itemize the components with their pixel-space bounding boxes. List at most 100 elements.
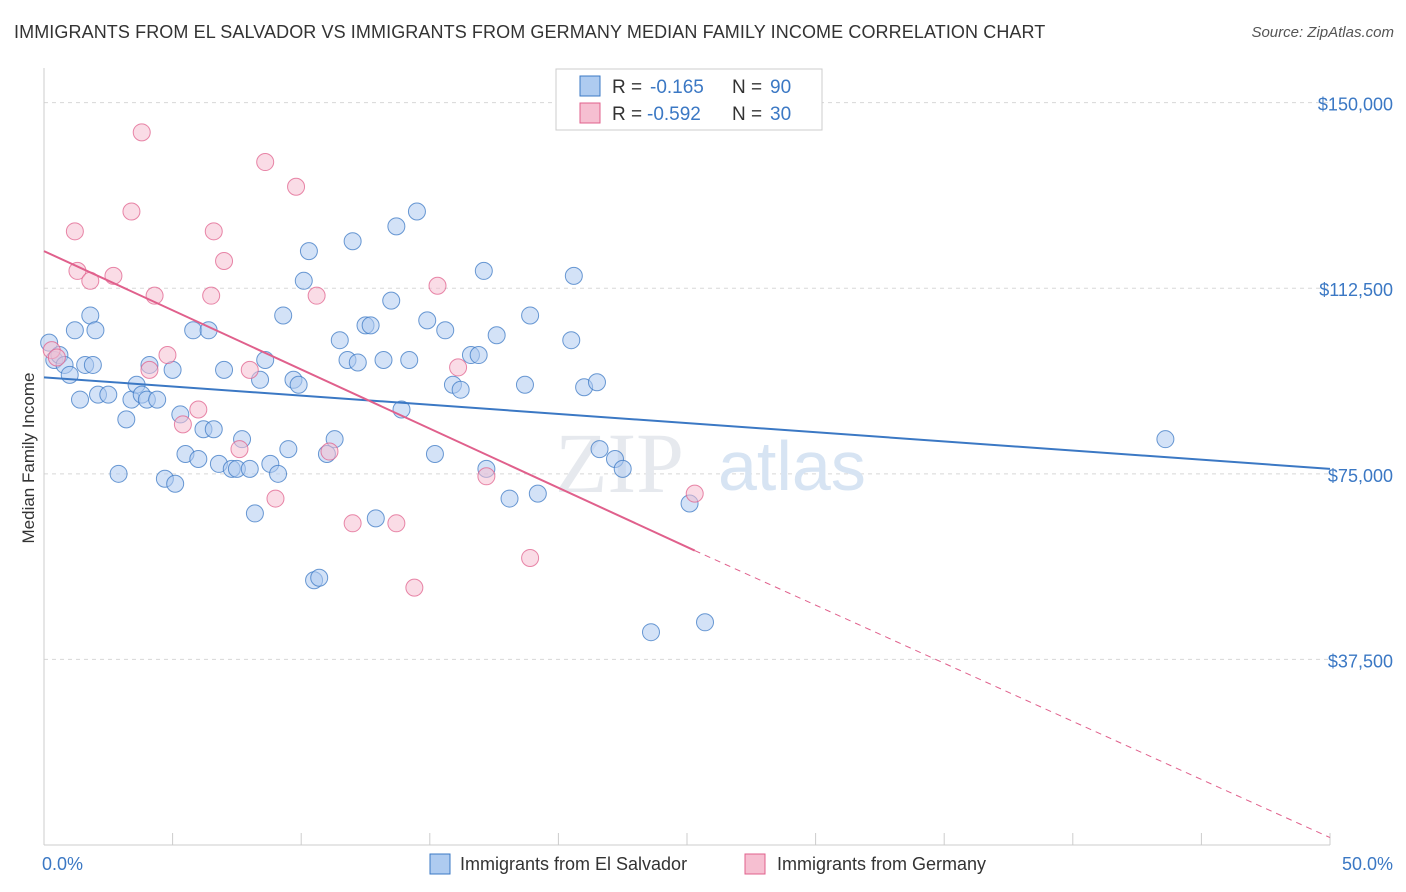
point-s0-43 [279, 440, 298, 459]
point-s0-30 [204, 420, 223, 439]
point-s1-2 [65, 222, 84, 241]
point-s0-54 [343, 232, 362, 251]
point-s0-80 [564, 266, 583, 285]
point-s0-74 [487, 326, 506, 345]
point-s0-64 [407, 202, 426, 221]
legend-r-value-2: -0.592 [647, 104, 701, 125]
series-legend-label-el-salvador: Immigrants from El Salvador [460, 854, 687, 874]
point-s1-5 [104, 266, 123, 285]
point-s0-78 [528, 484, 547, 503]
point-s0-10 [86, 321, 105, 340]
point-s1-25 [405, 578, 424, 597]
point-s0-55 [348, 353, 367, 372]
point-s1-10 [158, 346, 177, 365]
point-s0-60 [382, 291, 401, 310]
trend-line-s1-dashed [694, 550, 1331, 839]
point-s1-11 [173, 415, 192, 434]
point-s1-14 [204, 222, 223, 241]
legend-r-label-1: R = [612, 77, 642, 98]
point-s0-85 [613, 459, 632, 478]
legend-r-value-1: -0.165 [650, 77, 704, 98]
point-s0-27 [189, 449, 208, 468]
axes [43, 68, 1331, 846]
point-s0-73 [474, 261, 493, 280]
point-s1-23 [343, 514, 362, 533]
point-s0-9 [83, 355, 102, 374]
legend-swatch-el-salvador [579, 75, 601, 97]
point-s0-32 [215, 360, 234, 379]
x-tick-label-max: 50.0% [1342, 854, 1393, 874]
point-s0-26 [184, 321, 203, 340]
legend-r-label-2: R = [612, 104, 642, 125]
point-s0-4 [60, 365, 79, 384]
point-s0-76 [515, 375, 534, 394]
watermark: ZIP atlas [555, 415, 866, 511]
x-tick-label-min: 0.0% [42, 854, 83, 874]
series-legend-label-germany: Immigrants from Germany [777, 854, 986, 874]
legend-n-value-1: 90 [770, 77, 791, 98]
point-s1-16 [230, 440, 249, 459]
point-s0-52 [330, 331, 349, 350]
point-s0-58 [366, 509, 385, 528]
source-credit: Source: ZipAtlas.com [1251, 24, 1394, 41]
legend-n-label-2: N = [732, 104, 762, 125]
y-tick-label-1: $112,500 [1319, 280, 1393, 300]
legend-n-label-1: N = [732, 77, 762, 98]
point-s1-19 [266, 489, 285, 508]
point-s1-22 [320, 442, 339, 461]
trend-line-s0 [43, 376, 1331, 470]
point-s0-14 [117, 410, 136, 429]
point-s0-89 [1156, 430, 1175, 449]
point-s1-30 [685, 484, 704, 503]
point-s0-82 [587, 373, 606, 392]
point-s0-37 [245, 504, 264, 523]
y-tick-label-3: $37,500 [1328, 651, 1393, 671]
point-s0-13 [109, 464, 128, 483]
point-s1-27 [449, 358, 468, 377]
y-tick-labels: $150,000 $112,500 $75,000 $37,500 [1318, 95, 1393, 672]
series-legend-swatch-germany [744, 853, 766, 875]
point-s1-1 [47, 348, 66, 367]
point-s0-47 [299, 242, 318, 261]
point-s1-21 [307, 286, 326, 305]
point-s1-6 [122, 202, 141, 221]
point-s1-29 [521, 548, 540, 567]
y-tick-label-0: $150,000 [1318, 95, 1393, 115]
point-s0-12 [99, 385, 118, 404]
point-s1-15 [215, 252, 234, 271]
point-s1-18 [256, 153, 275, 172]
trend-lines [43, 250, 1331, 839]
point-s0-69 [451, 380, 470, 399]
legend-swatch-germany [579, 102, 601, 124]
point-s1-7 [132, 123, 151, 142]
point-s0-63 [400, 350, 419, 369]
point-s0-45 [289, 375, 308, 394]
point-s1-20 [287, 177, 306, 196]
point-s0-86 [641, 623, 660, 642]
point-s0-67 [436, 321, 455, 340]
point-s0-71 [469, 346, 488, 365]
chart-title: IMMIGRANTS FROM EL SALVADOR VS IMMIGRANT… [14, 22, 1046, 42]
grid-lines [44, 102, 1330, 660]
point-s0-5 [65, 321, 84, 340]
point-s0-20 [148, 390, 167, 409]
watermark-atlas: atlas [718, 427, 866, 505]
point-s0-59 [374, 350, 393, 369]
point-s1-26 [428, 276, 447, 295]
point-s1-12 [189, 400, 208, 419]
point-s0-46 [294, 271, 313, 290]
series-legend-swatch-el-salvador [429, 853, 451, 875]
point-s1-8 [140, 360, 159, 379]
y-tick-label-2: $75,000 [1328, 466, 1393, 486]
legend-n-value-2: 30 [770, 104, 791, 125]
point-s0-65 [418, 311, 437, 330]
point-s0-61 [387, 217, 406, 236]
series-legend: Immigrants from El Salvador Immigrants f… [429, 853, 986, 875]
point-s0-57 [361, 316, 380, 335]
point-s0-23 [166, 474, 185, 493]
point-s0-66 [425, 445, 444, 464]
point-s0-88 [696, 613, 715, 632]
point-s0-6 [71, 390, 90, 409]
point-s0-41 [269, 464, 288, 483]
